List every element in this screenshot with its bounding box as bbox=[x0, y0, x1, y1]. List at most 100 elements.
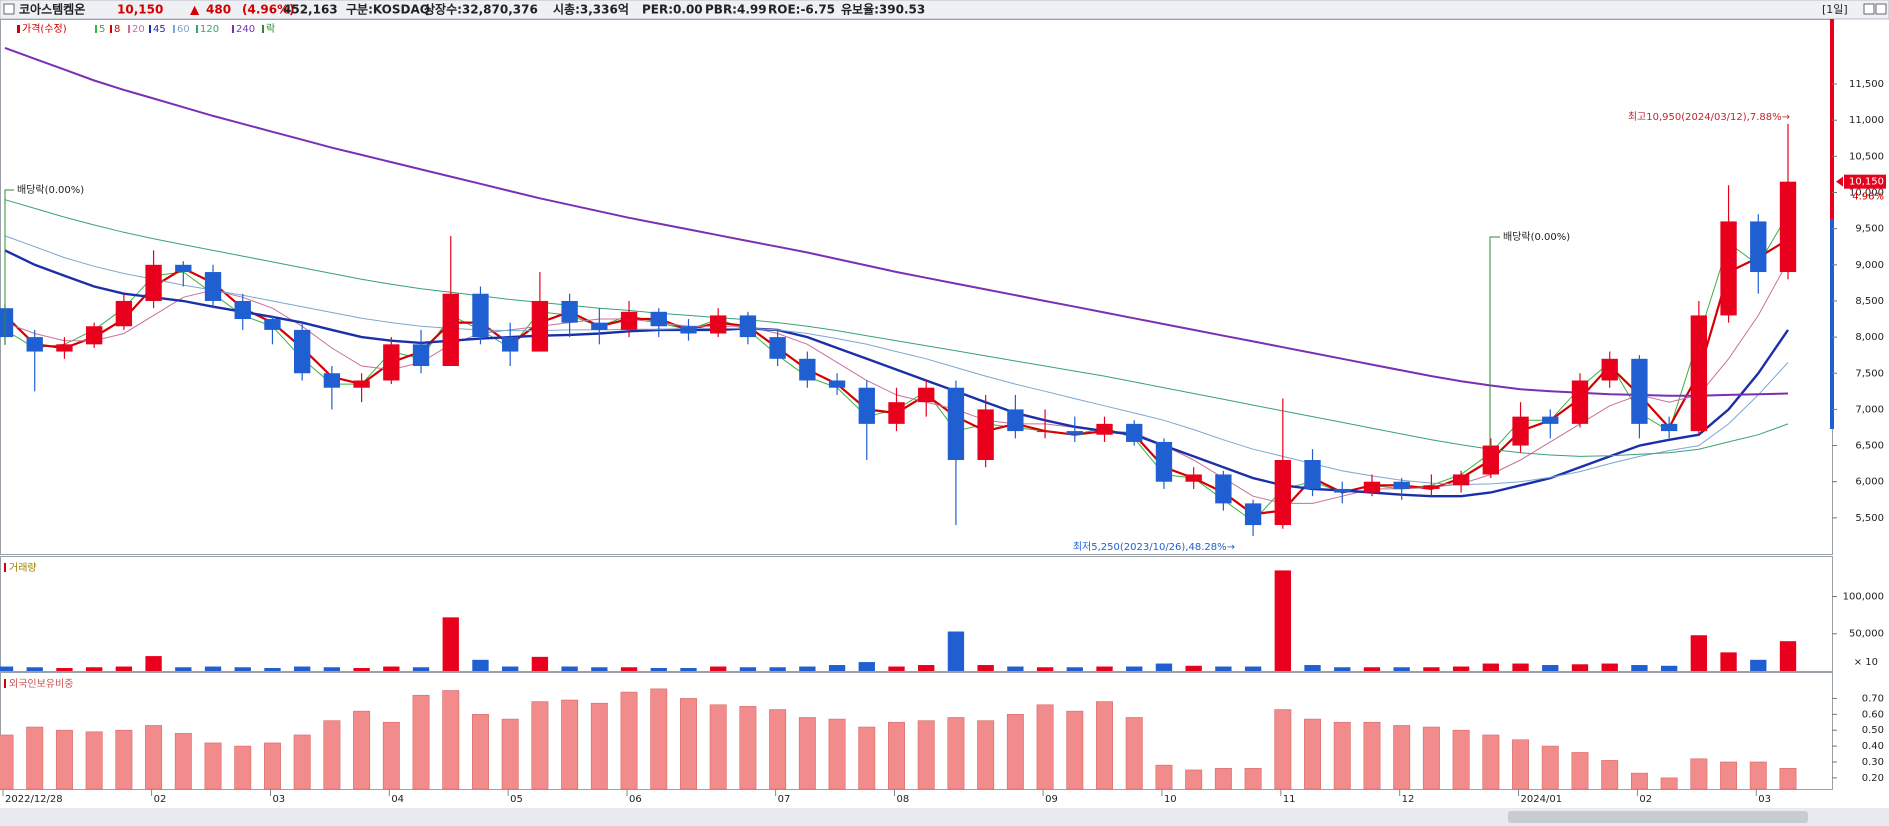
bar bbox=[1690, 635, 1708, 671]
bar bbox=[739, 706, 757, 790]
candle-body bbox=[502, 337, 519, 352]
bar bbox=[1274, 709, 1292, 790]
candle-body bbox=[1185, 474, 1202, 482]
checkbox[interactable] bbox=[3, 3, 15, 15]
close-button[interactable] bbox=[1875, 3, 1887, 15]
bar bbox=[709, 704, 727, 790]
candle-body bbox=[1423, 485, 1440, 489]
legend-entry: 240 bbox=[236, 24, 255, 35]
bar bbox=[293, 734, 311, 790]
ex-dividend-marker bbox=[1489, 236, 1500, 447]
candle-body bbox=[1720, 221, 1737, 316]
bar bbox=[234, 667, 251, 671]
bar bbox=[1036, 667, 1054, 671]
scrollbar-track bbox=[0, 808, 1889, 826]
pbr: PBR:4.99 bbox=[705, 3, 767, 17]
bar bbox=[1066, 667, 1083, 671]
ma-line bbox=[4, 213, 1789, 523]
candle-body bbox=[769, 337, 786, 359]
bar bbox=[1690, 758, 1708, 790]
candle-body bbox=[1571, 380, 1589, 424]
candle-body bbox=[620, 311, 638, 330]
bar bbox=[1363, 667, 1381, 671]
scrollbar-thumb[interactable] bbox=[1508, 811, 1808, 823]
bar bbox=[323, 720, 341, 790]
legend-swatch bbox=[95, 25, 97, 33]
candle-body bbox=[1690, 315, 1708, 432]
candle-body bbox=[1126, 423, 1143, 442]
bar bbox=[175, 667, 192, 671]
bar bbox=[1333, 721, 1351, 790]
x-tick-label: 08 bbox=[897, 794, 910, 805]
candle-body bbox=[472, 293, 489, 338]
x-tick-label: 07 bbox=[778, 794, 791, 805]
bar bbox=[888, 721, 905, 790]
bar bbox=[769, 667, 786, 671]
annotation-low: 최저5,250(2023/10/26),48.28%→ bbox=[1073, 541, 1235, 553]
x-tick-label: 03 bbox=[272, 794, 285, 805]
candle-body bbox=[1363, 481, 1381, 493]
bar bbox=[204, 742, 222, 790]
x-tick-label: 2022/12/28 bbox=[5, 794, 63, 805]
candle-body bbox=[115, 300, 133, 327]
bar bbox=[412, 694, 430, 790]
ma-line bbox=[4, 235, 1789, 486]
bar bbox=[947, 631, 965, 671]
bar bbox=[1126, 666, 1143, 671]
candle-body bbox=[1512, 416, 1529, 446]
bar bbox=[1185, 769, 1203, 790]
bar bbox=[0, 734, 14, 790]
y-tick-label: 0.60 bbox=[1862, 709, 1884, 720]
x-tick-label: 09 bbox=[1045, 794, 1058, 805]
bar bbox=[1244, 768, 1262, 790]
candle-body bbox=[1304, 460, 1321, 489]
candle-body bbox=[1244, 503, 1262, 526]
bar bbox=[1006, 714, 1024, 790]
bar bbox=[917, 720, 935, 790]
bar bbox=[1393, 725, 1411, 790]
shares: 상장수:32,870,376 bbox=[424, 2, 538, 17]
legend-swatch bbox=[196, 25, 198, 33]
candle-body bbox=[1066, 431, 1083, 435]
market-cap: 시총:3,336억 bbox=[553, 2, 629, 17]
y-tick-label: 0.50 bbox=[1862, 725, 1884, 736]
ex-dividend-label: 배당락(0.00%) bbox=[1503, 231, 1570, 243]
bar bbox=[1007, 666, 1024, 671]
bar bbox=[1214, 768, 1232, 790]
y-tick-label: 0.20 bbox=[1862, 773, 1884, 784]
change-pct: (4.96%) bbox=[242, 3, 295, 17]
candle-body bbox=[412, 344, 430, 367]
bar bbox=[591, 667, 608, 671]
last-change-label: 4.96% bbox=[1852, 192, 1884, 203]
bar bbox=[85, 731, 103, 790]
candle-body bbox=[739, 315, 757, 338]
legend-entry: 120 bbox=[200, 24, 219, 35]
bar bbox=[1720, 652, 1737, 671]
bar bbox=[471, 714, 489, 790]
candle-body bbox=[26, 337, 43, 352]
candle-body bbox=[799, 358, 816, 381]
ex-dividend-label: 배당락(0.00%) bbox=[17, 184, 84, 196]
candle-body bbox=[1779, 181, 1797, 273]
candle-body bbox=[1750, 221, 1767, 273]
x-tick-label: 03 bbox=[1758, 794, 1771, 805]
bar bbox=[1601, 760, 1619, 790]
y-tick-label: 10,000 bbox=[1849, 188, 1884, 199]
bar bbox=[769, 709, 787, 790]
bar bbox=[531, 701, 549, 790]
y-tick-label: 11,000 bbox=[1849, 115, 1884, 126]
candle-body bbox=[1393, 481, 1410, 489]
last-price-label: 10,150 bbox=[1849, 177, 1884, 188]
candle-body bbox=[888, 402, 905, 424]
bar bbox=[1571, 752, 1589, 790]
bar bbox=[55, 729, 73, 790]
bar bbox=[977, 665, 994, 671]
bar bbox=[1452, 666, 1470, 671]
panel-title-swatch bbox=[4, 563, 6, 572]
restore-button[interactable] bbox=[1863, 3, 1875, 15]
legend-entry: 8 bbox=[114, 24, 120, 35]
period[interactable]: [1일] bbox=[1822, 2, 1848, 16]
x-tick-label: 2024/01 bbox=[1521, 794, 1563, 805]
bar bbox=[1482, 663, 1500, 671]
candle-body bbox=[264, 319, 281, 330]
